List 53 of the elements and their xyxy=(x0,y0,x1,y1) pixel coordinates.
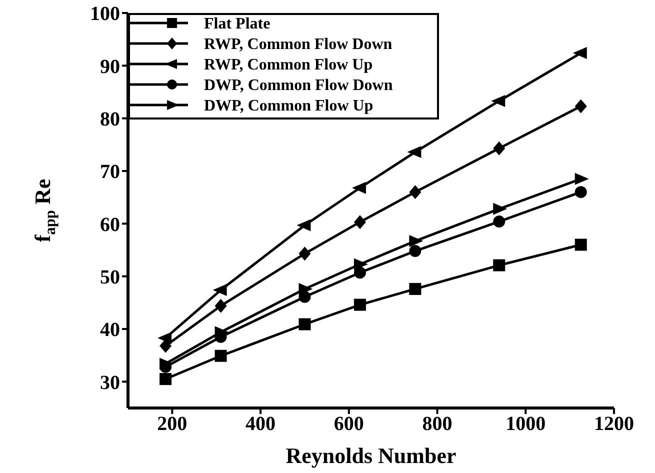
y-tick-label: 40 xyxy=(100,319,120,342)
legend-label: RWP, Common Flow Up xyxy=(204,56,373,74)
point xyxy=(352,182,366,194)
point xyxy=(354,215,366,230)
point xyxy=(493,216,506,228)
y-tick-label: 50 xyxy=(100,266,120,288)
x-tick-label: 1000 xyxy=(506,413,546,436)
x-axis-title: Reynolds Number xyxy=(286,443,456,468)
point xyxy=(409,245,422,258)
point xyxy=(214,350,227,362)
x-tick-label: 400 xyxy=(246,413,276,436)
point xyxy=(298,282,313,295)
point xyxy=(409,185,422,200)
point xyxy=(409,282,422,295)
point xyxy=(493,259,506,272)
y-tick-label: 30 xyxy=(100,372,120,394)
y-tick-label: 60 xyxy=(100,214,120,236)
point xyxy=(574,186,587,198)
point xyxy=(160,358,174,370)
point xyxy=(493,141,506,156)
point xyxy=(158,332,172,344)
legend-label: Flat Plate xyxy=(204,16,270,32)
legend-label: RWP, Common Flow Down xyxy=(204,36,392,53)
y-tick-label: 70 xyxy=(100,161,120,184)
x-tick-label: 600 xyxy=(334,413,364,436)
point xyxy=(409,235,424,248)
point xyxy=(574,99,587,114)
y-tick-label: 100 xyxy=(90,3,120,26)
x-tick-label: 200 xyxy=(157,413,188,436)
point xyxy=(160,373,172,386)
x-tick-label: 800 xyxy=(422,413,452,436)
point xyxy=(298,290,311,303)
x-tick-label: 1200 xyxy=(594,413,634,436)
y-tick-label: 80 xyxy=(100,108,120,130)
point xyxy=(160,338,172,353)
point xyxy=(572,47,587,60)
point xyxy=(354,266,366,279)
point xyxy=(214,298,227,313)
point xyxy=(298,318,311,330)
point xyxy=(298,246,311,261)
point xyxy=(212,284,227,296)
y-tick-label: 90 xyxy=(100,56,120,78)
point xyxy=(574,172,589,185)
legend-label: DWP, Common Flow Up xyxy=(204,98,374,114)
point xyxy=(354,298,366,311)
point xyxy=(354,258,368,270)
legend-label: DWP, Common Flow Down xyxy=(204,77,393,94)
point xyxy=(574,238,587,251)
point xyxy=(491,94,506,107)
point xyxy=(407,146,422,158)
point xyxy=(214,326,229,338)
point xyxy=(296,219,311,232)
point xyxy=(493,202,508,215)
